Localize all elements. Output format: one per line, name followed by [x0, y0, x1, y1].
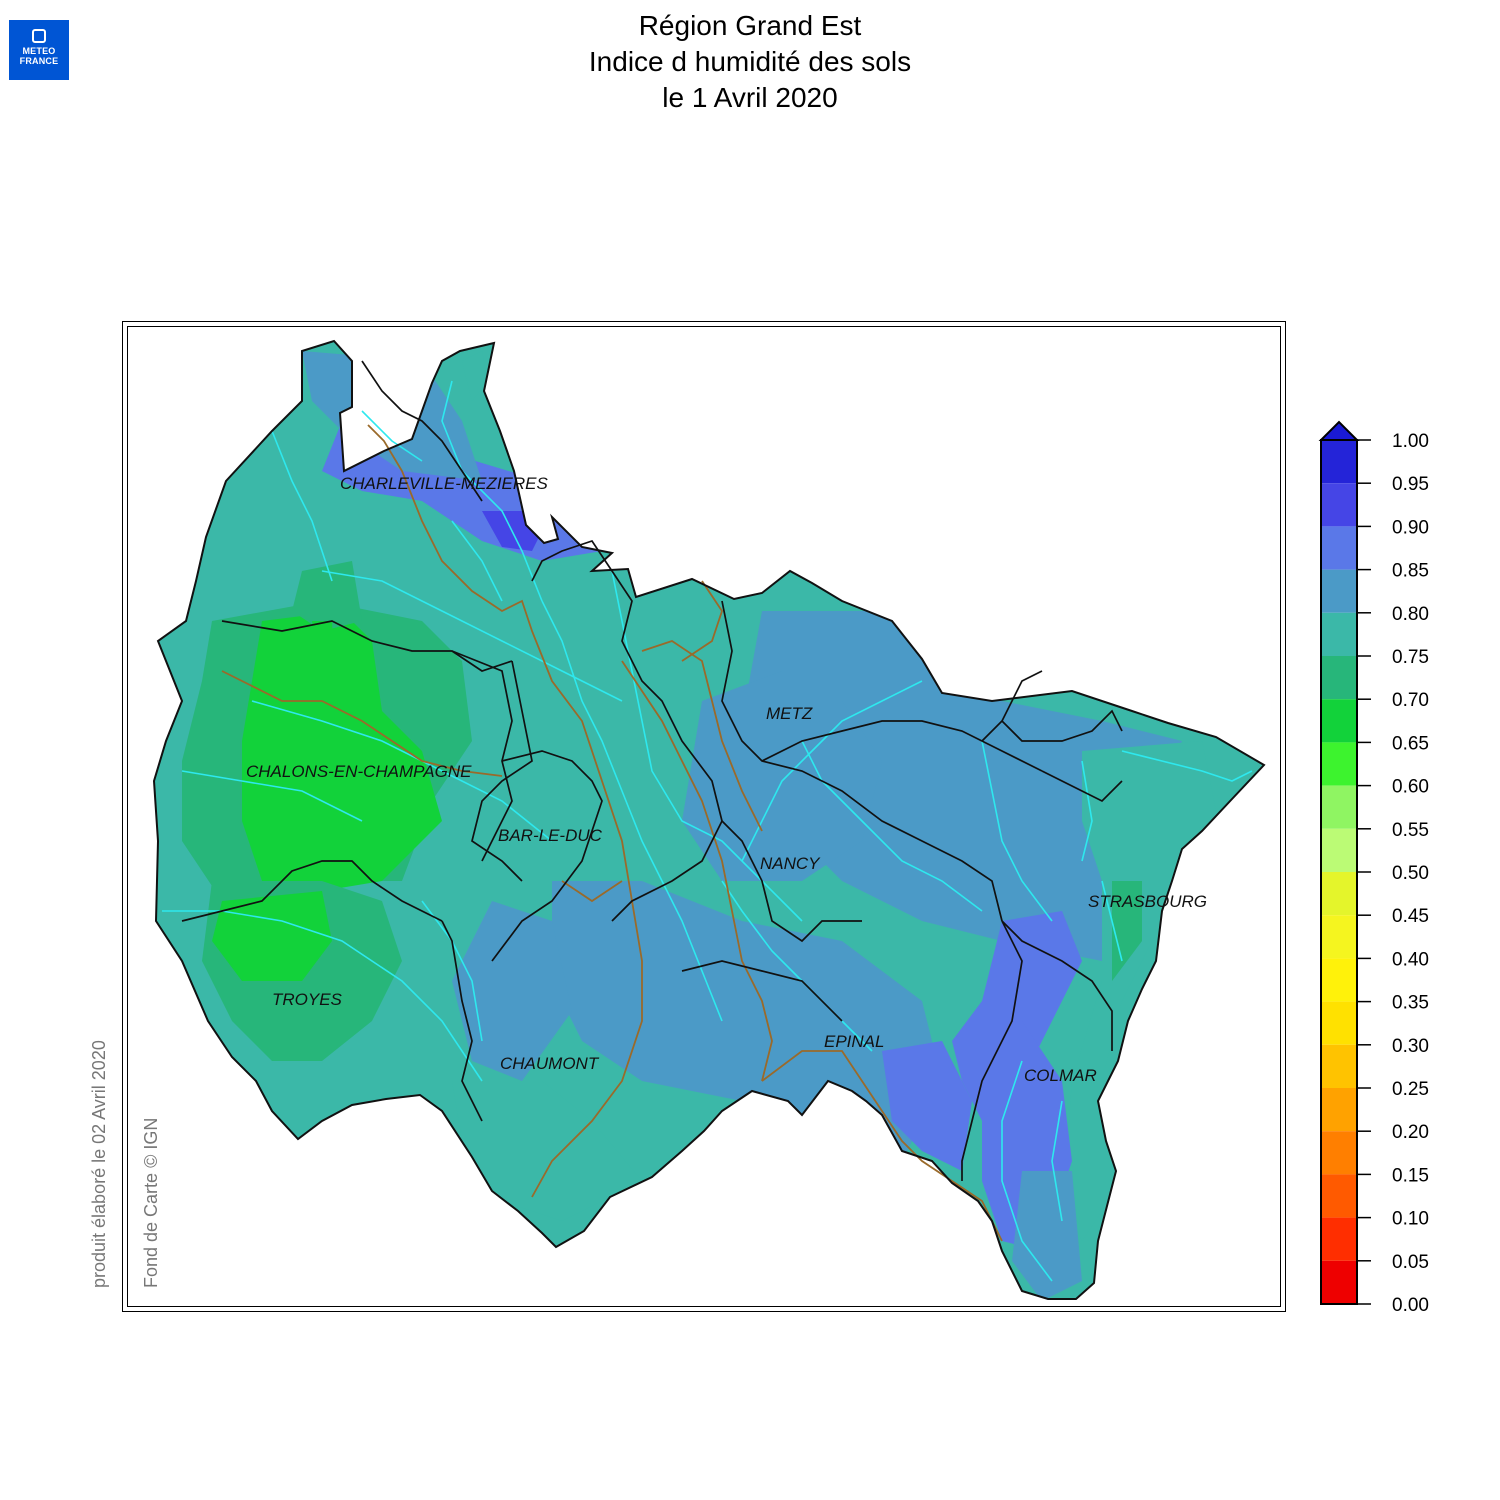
logo-line-1: METEO: [22, 46, 56, 56]
title-date: le 1 Avril 2020: [662, 82, 838, 113]
legend-swatch: [1321, 915, 1357, 959]
city-label: EPINAL: [824, 1032, 884, 1051]
production-note: produit élaboré le 02 Avril 2020: [89, 1040, 109, 1288]
legend-swatch: [1321, 1131, 1357, 1175]
legend-swatch: [1321, 699, 1357, 743]
city-label: STRASBOURG: [1088, 892, 1207, 911]
legend-label: 0.60: [1392, 777, 1429, 798]
basemap-credit-text: Fond de Carte © IGN: [141, 1118, 161, 1288]
legend-swatch: [1321, 483, 1357, 527]
brown-boundaries: [221, 424, 1003, 1242]
city-labels: CHARLEVILLE-MEZIERES METZ CHALONS-EN-CHA…: [246, 474, 1207, 1085]
legend-swatch: [1321, 1174, 1357, 1218]
title-region: Région Grand Est: [638, 10, 862, 41]
legend-label: 0.45: [1392, 906, 1429, 927]
legend-label: 0.35: [1392, 993, 1429, 1014]
legend-swatch: [1321, 785, 1357, 829]
legend-swatch: [1321, 656, 1357, 700]
city-label: BAR-LE-DUC: [498, 826, 603, 845]
legend-swatch: [1321, 872, 1357, 916]
legend-swatch: [1321, 526, 1357, 570]
legend-label: 0.80: [1392, 604, 1429, 625]
legend-swatch: [1321, 1044, 1357, 1088]
legend-overflow-arrow: [1318, 420, 1360, 441]
legend-label: 0.85: [1392, 561, 1429, 582]
city-label: CHARLEVILLE-MEZIERES: [340, 474, 548, 493]
city-label: CHALONS-EN-CHAMPAGNE: [246, 762, 472, 781]
city-label: CHAUMONT: [500, 1054, 600, 1073]
legend-label: 0.20: [1392, 1122, 1429, 1143]
legend-swatch: [1321, 1217, 1357, 1261]
color-legend: 1.00 0.95 0.90 0.85 0.80 0.75 0.70 0.65 0.60 0.55…: [1318, 420, 1429, 1316]
meteo-france-logo: METEO FRANCE: [9, 20, 69, 80]
legend-label: 0.40: [1392, 949, 1429, 970]
basemap-note: Fond de Carte © IGN: [141, 1118, 161, 1288]
legend-label: 0.55: [1392, 820, 1429, 841]
legend-label: 0.65: [1392, 733, 1429, 754]
legend-label: 0.90: [1392, 517, 1429, 538]
logo-mark-icon: [32, 29, 46, 43]
legend-swatch: [1321, 828, 1357, 872]
legend-label: 0.50: [1392, 863, 1429, 884]
legend-swatch: [1321, 1260, 1357, 1304]
city-label: NANCY: [760, 854, 821, 873]
legend-label: 0.00: [1392, 1295, 1429, 1316]
legend-label: 0.95: [1392, 474, 1429, 495]
legend-swatch: [1321, 569, 1357, 613]
legend-swatch: [1321, 958, 1357, 1002]
production-date-text: produit élaboré le 02 Avril 2020: [89, 1040, 109, 1288]
city-label: METZ: [766, 704, 813, 723]
legend-label: 0.30: [1392, 1036, 1429, 1057]
legend-label: 0.15: [1392, 1165, 1429, 1186]
legend-swatch: [1321, 1088, 1357, 1132]
legend-label: 1.00: [1392, 431, 1429, 452]
legend-label: 0.05: [1392, 1252, 1429, 1273]
legend-swatch: [1321, 1001, 1357, 1045]
legend-label: 0.25: [1392, 1079, 1429, 1100]
legend-label: 0.70: [1392, 690, 1429, 711]
city-label: COLMAR: [1024, 1066, 1097, 1085]
logo-line-2: FRANCE: [19, 56, 59, 66]
legend-label: 0.75: [1392, 647, 1429, 668]
legend-swatch: [1321, 440, 1357, 484]
map-frame: CHARLEVILLE-MEZIERES METZ CHALONS-EN-CHA…: [122, 321, 1286, 1312]
department-borders: [181, 360, 1123, 1181]
title-variable: Indice d humidité des sols: [588, 46, 912, 77]
legend-label: 0.10: [1392, 1209, 1429, 1230]
legend-swatch: [1321, 612, 1357, 656]
map-title-block: Région Grand Est Indice d humidité des s…: [0, 8, 1500, 116]
city-label: TROYES: [272, 990, 343, 1009]
legend-swatch: [1321, 742, 1357, 786]
